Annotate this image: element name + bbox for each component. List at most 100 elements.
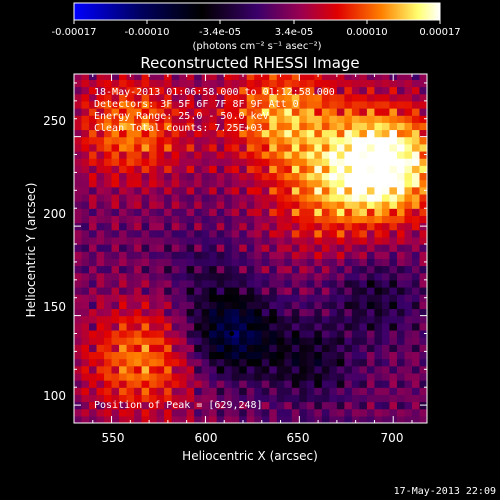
heatmap-cell: [96, 129, 105, 138]
heatmap-cell: [261, 308, 270, 317]
heatmap-cell: [314, 372, 323, 381]
heatmap-cell: [126, 265, 135, 274]
heatmap-cell: [254, 229, 263, 238]
heatmap-cell: [359, 372, 368, 381]
heatmap-cell: [156, 74, 165, 80]
heatmap-cell: [224, 172, 233, 181]
heatmap-cell: [291, 315, 300, 324]
heatmap-cell: [336, 86, 345, 95]
heatmap-cell: [209, 279, 218, 288]
heatmap-cell: [306, 301, 315, 310]
heatmap-cell: [104, 186, 113, 195]
heatmap-cell: [344, 315, 353, 324]
heatmap-cell: [104, 222, 113, 231]
heatmap-cell: [269, 150, 278, 159]
heatmap-cell: [239, 122, 248, 131]
heatmap-cell: [276, 115, 285, 123]
heatmap-cell: [284, 150, 293, 159]
heatmap-cell: [314, 93, 323, 102]
heatmap-cell: [419, 372, 427, 381]
heatmap-cell: [96, 222, 105, 231]
heatmap-cell: [389, 358, 398, 367]
heatmap-cell: [254, 415, 263, 423]
heatmap-cell: [81, 229, 90, 238]
heatmap-cell: [276, 401, 285, 410]
heatmap-cell: [321, 380, 330, 388]
heatmap-cell: [141, 394, 150, 403]
heatmap-cell: [336, 100, 345, 109]
heatmap-cell: [186, 258, 195, 267]
heatmap-cell: [291, 301, 300, 310]
heatmap-cell: [119, 179, 128, 188]
heatmap-cell: [374, 358, 383, 367]
heatmap-cell: [359, 244, 368, 252]
heatmap-cell: [321, 122, 330, 131]
heatmap-cell: [141, 286, 150, 295]
heatmap-cell: [186, 408, 195, 417]
heatmap-cell: [276, 93, 285, 102]
heatmap-cell: [411, 93, 421, 102]
heatmap-cell: [329, 408, 338, 417]
heatmap-cell: [396, 74, 406, 80]
heatmap-cell: [126, 222, 135, 231]
heatmap-cell: [149, 108, 158, 116]
heatmap-cell: [269, 165, 278, 174]
heatmap-cell: [134, 337, 143, 345]
heatmap-cell: [186, 329, 195, 338]
heatmap-cell: [419, 394, 427, 403]
heatmap-cell: [186, 315, 195, 324]
heatmap-cell: [149, 301, 158, 310]
footer-timestamp: 17-May-2013 22:09: [394, 486, 496, 497]
heatmap-cell: [351, 322, 360, 331]
heatmap-cell: [119, 244, 128, 252]
heatmap-cell: [171, 251, 180, 259]
heatmap-cell: [314, 279, 323, 288]
heatmap-cell: [261, 143, 270, 152]
heatmap-cell: [351, 86, 360, 95]
heatmap-cell: [134, 93, 143, 102]
heatmap-cell: [344, 193, 353, 202]
heatmap-cell: [314, 272, 323, 281]
heatmap-cell: [111, 115, 120, 123]
heatmap-cell: [359, 186, 368, 195]
heatmap-cell: [299, 272, 308, 281]
heatmap-cell: [104, 244, 113, 252]
heatmap-cell: [351, 308, 360, 317]
heatmap-cell: [156, 236, 165, 245]
heatmap-cell: [141, 86, 150, 95]
heatmap-cell: [201, 272, 210, 281]
heatmap-cell: [306, 372, 315, 381]
heatmap-cell: [411, 380, 421, 388]
heatmap-cell: [81, 122, 90, 131]
heatmap-cell: [239, 279, 248, 288]
heatmap-cell: [359, 136, 368, 145]
heatmap-cell: [419, 251, 427, 259]
heatmap-cell: [276, 215, 285, 224]
heatmap-cell: [261, 108, 270, 116]
heatmap-cell: [261, 222, 270, 231]
heatmap-cell: [171, 86, 180, 95]
heatmap-cell: [216, 215, 225, 224]
heatmap-cell: [201, 315, 210, 324]
heatmap-cell: [201, 279, 210, 288]
heatmap-cell: [89, 308, 98, 317]
heatmap-cell: [216, 179, 225, 188]
heatmap-cell: [396, 265, 406, 274]
heatmap-cell: [119, 165, 128, 174]
heatmap-cell: [246, 122, 255, 131]
heatmap-cell: [404, 322, 413, 331]
heatmap-cell: [224, 365, 233, 374]
heatmap-cell: [149, 294, 158, 302]
heatmap-cell: [336, 236, 345, 245]
heatmap-cell: [231, 394, 240, 403]
heatmap-cell: [299, 201, 308, 209]
heatmap-cell: [284, 337, 293, 345]
heatmap-cell: [419, 150, 427, 159]
heatmap-cell: [276, 286, 285, 295]
heatmap-cell: [299, 401, 308, 410]
heatmap-cell: [224, 158, 233, 166]
heatmap-cell: [186, 193, 195, 202]
heatmap-cell: [284, 129, 293, 138]
heatmap-cell: [381, 387, 391, 395]
heatmap-cell: [336, 401, 345, 410]
